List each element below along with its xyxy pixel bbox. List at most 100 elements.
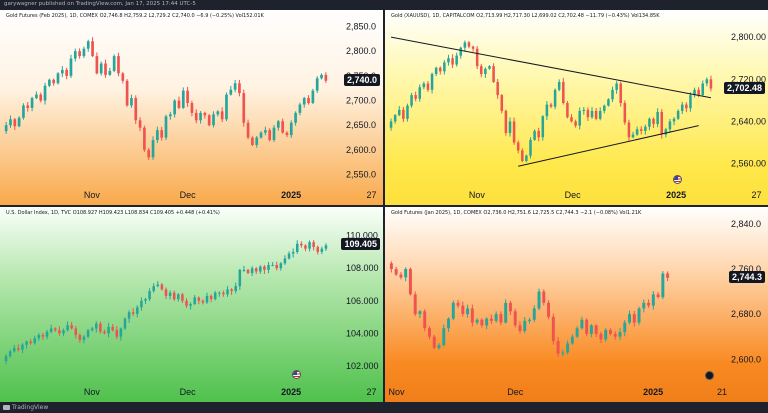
chart-panel-gold-feb[interactable]: 2,550.02,600.02,650.02,700.02,750.02,800… [0, 10, 383, 205]
candle-body [95, 56, 99, 74]
candle-body [618, 332, 622, 337]
candle-body [613, 333, 617, 337]
chart-panel-gold-spot[interactable]: 2,560.00 2,640.00 2,720.00 2,800.00 Nov Dec 20… [385, 10, 768, 205]
candle-body [52, 79, 56, 84]
candle-body [607, 99, 610, 106]
candle-body [598, 110, 602, 119]
candle-body [103, 331, 106, 334]
last-price-label: 2,740.0 [343, 73, 380, 86]
candle-body [404, 268, 408, 278]
candle-body [26, 105, 30, 108]
candle-body [304, 245, 307, 249]
candle-body [238, 83, 241, 94]
candle-body [74, 328, 78, 336]
candle-body [148, 291, 151, 300]
candle-body [73, 51, 77, 59]
candle-body [689, 95, 692, 109]
candle-body [545, 104, 549, 117]
y-tick-label: 104.000 [346, 328, 379, 338]
candle-body [623, 103, 627, 123]
candle-body [656, 294, 660, 298]
candle-body [220, 111, 224, 120]
candle-body [494, 314, 498, 321]
candle-body [575, 328, 579, 337]
candle-body [410, 95, 413, 106]
candle-body [291, 251, 295, 254]
candle-body [508, 302, 512, 312]
candle-body [408, 268, 412, 295]
y-tick-label: 2,800.0 [346, 46, 376, 56]
candle-body [632, 314, 636, 323]
candle-body [399, 274, 403, 278]
candle-body [41, 335, 45, 337]
chart-svg: 2,600.0 2,680.0 2,760.0 2,840.0 Nov Dec 2025 21 [388, 219, 761, 397]
candle-body [456, 302, 460, 306]
candle-body [428, 328, 431, 337]
candle-body [611, 89, 614, 100]
y-tick-label: 110.000 [346, 231, 378, 241]
y-tick-label: 2,850.0 [346, 21, 376, 31]
candle-body [648, 118, 651, 127]
candle-body [676, 110, 680, 119]
x-tick-label: 2025 [281, 190, 301, 200]
candle-body [233, 83, 237, 90]
info-icon[interactable] [705, 371, 714, 380]
trendline-lower [518, 125, 699, 167]
candle-body [608, 329, 612, 334]
candle-body [603, 105, 606, 111]
candle-body [90, 328, 94, 331]
candle-body [582, 109, 586, 111]
candle-body [212, 114, 215, 126]
candle-body [566, 343, 570, 353]
candle-body [160, 130, 164, 138]
candle-body [389, 263, 393, 269]
candle-body [709, 79, 713, 89]
candle-body [701, 83, 705, 96]
chart-svg: 102.000 104.000 106.000 108.000 110.000 Nov De… [4, 231, 379, 397]
candle-body [250, 268, 254, 274]
candle-body [111, 326, 114, 331]
us-flag-icon[interactable] [292, 370, 301, 379]
candle-body [551, 316, 555, 342]
candle-body [525, 155, 528, 161]
chart-panel-gold-jan[interactable]: 2,600.0 2,680.0 2,760.0 2,840.0 Nov Dec 2025 21… [385, 207, 768, 402]
candle-body [199, 112, 202, 121]
candle-body [426, 83, 430, 90]
candle-body [693, 89, 696, 96]
candle-body [406, 105, 409, 119]
candle-body [251, 137, 254, 145]
candle-body [542, 291, 546, 303]
x-tick-label: Dec [180, 190, 197, 200]
candle-body [414, 95, 417, 99]
chart-legend: U.S. Dollar Index, 1D, TVC O108.927 H109… [6, 210, 220, 216]
candle-body [264, 130, 267, 133]
candle-body [504, 110, 508, 134]
candle-body [86, 330, 90, 337]
candle-body [267, 264, 270, 270]
candle-body [394, 268, 398, 275]
candle-body [619, 83, 622, 103]
candle-body [320, 74, 323, 79]
candle-body [35, 94, 38, 99]
candle-body [580, 319, 584, 329]
candle-body [418, 311, 422, 315]
candle-body [589, 325, 593, 334]
candle-body [661, 273, 665, 298]
y-tick-label: 2,700.0 [346, 96, 376, 106]
chart-panel-dxy[interactable]: 102.000 104.000 106.000 108.000 110.000 Nov De… [0, 207, 383, 402]
candle-body [533, 130, 536, 140]
candle-body [117, 56, 120, 74]
us-flag-icon[interactable] [673, 175, 682, 184]
candle-body [516, 142, 520, 151]
candle-body [463, 42, 467, 48]
candle-body [112, 56, 116, 71]
candle-body [434, 67, 438, 75]
candle-body [604, 329, 608, 340]
candle-body [537, 291, 541, 309]
x-tick-label: Nov [388, 387, 405, 397]
candle-body [201, 300, 205, 303]
candle-body [230, 289, 233, 292]
candle-body [289, 122, 293, 136]
candle-body [242, 93, 246, 123]
candle-body [285, 132, 289, 136]
